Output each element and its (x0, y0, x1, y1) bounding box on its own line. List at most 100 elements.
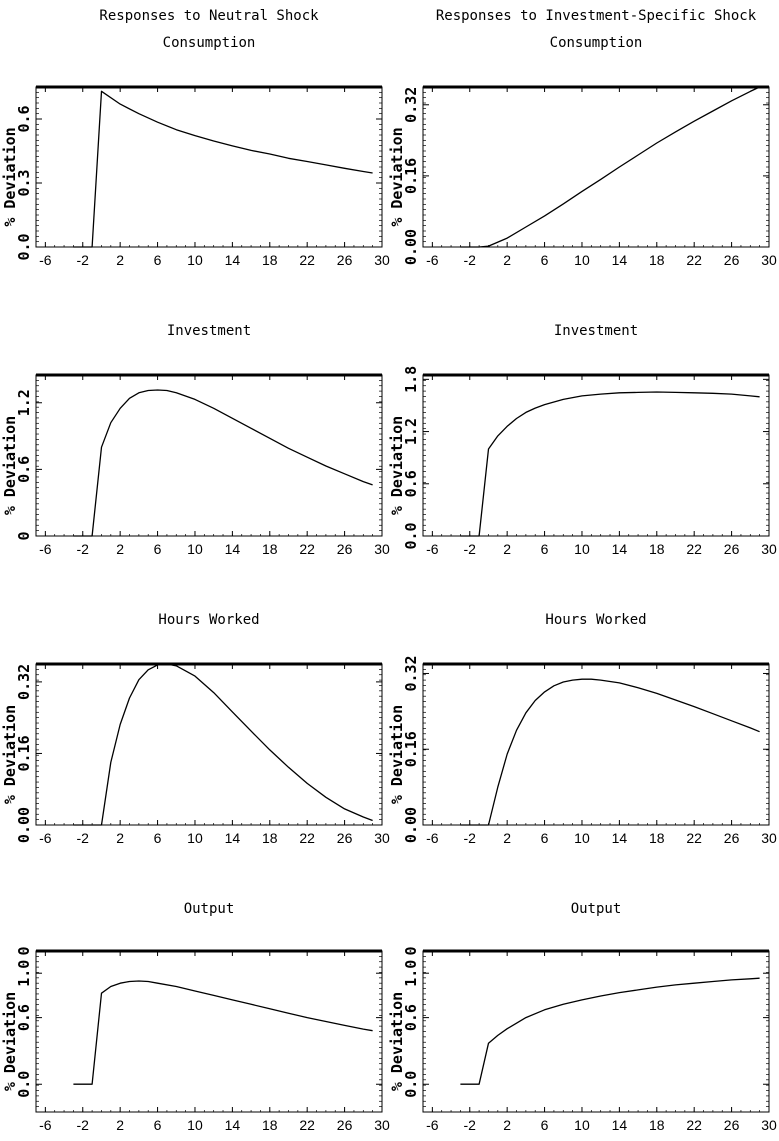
x-tick-label: 26 (337, 1117, 353, 1133)
chart-title: Responses to Neutral Shock (99, 8, 319, 24)
x-tick-label: 30 (374, 541, 390, 557)
x-tick-label: 30 (761, 1117, 777, 1133)
x-tick-label: 10 (574, 252, 590, 268)
x-tick-label: 22 (686, 541, 702, 557)
x-tick-label: 14 (225, 541, 241, 557)
x-tick-label: 26 (724, 830, 740, 846)
x-tick-label: 30 (374, 252, 390, 268)
x-tick-label: 30 (374, 830, 390, 846)
chart-panel-6: Output-6 -2 2 6 10 14 18 22 26 300.00.61.00% Devi… (1, 901, 390, 1133)
x-tick-label: 10 (574, 1117, 590, 1133)
x-tick-label: -2 (77, 1117, 90, 1133)
y-axis-label: % Deviation (1, 992, 19, 1091)
y-tick-label: 0.6 (15, 105, 33, 132)
x-tick-label: 2 (116, 252, 124, 268)
x-tick-label: 18 (262, 541, 278, 557)
chart-subtitle: Investment (167, 323, 251, 339)
y-tick-label: 0.00 (402, 807, 420, 843)
x-tick-label: -6 (426, 830, 439, 846)
x-tick-label: 18 (262, 252, 278, 268)
x-tick-label: -6 (426, 252, 439, 268)
chart-panel-7: Output-6 -2 2 6 10 14 18 22 26 300.00.61.00% Devi… (388, 901, 777, 1133)
x-tick-label: 14 (612, 830, 628, 846)
y-axis-label: % Deviation (1, 127, 19, 226)
y-axis-label: % Deviation (388, 416, 406, 515)
y-tick-label: 0.16 (402, 731, 420, 767)
x-tick-label: 2 (116, 1117, 124, 1133)
y-tick-label: 0.32 (402, 655, 420, 691)
chart-panel-0: Responses to Neutral Shock Consumption -6 -… (1, 8, 390, 268)
x-tick-label: 14 (612, 252, 628, 268)
y-axis-label: % Deviation (1, 416, 19, 515)
x-tick-label: 6 (154, 830, 162, 846)
x-tick-label: 30 (761, 830, 777, 846)
plot-frame (35, 86, 383, 248)
y-tick-label: 1.2 (402, 418, 420, 445)
x-tick-label: 22 (686, 1117, 702, 1133)
x-tick-label: 26 (337, 830, 353, 846)
x-tick-label: -2 (464, 541, 477, 557)
series-line (460, 391, 760, 537)
chart-subtitle: Consumption (550, 35, 643, 51)
x-tick-label: 14 (225, 830, 241, 846)
x-tick-label: 14 (225, 252, 241, 268)
y-axis-label: % Deviation (388, 127, 406, 226)
x-tick-label: -6 (426, 1117, 439, 1133)
chart-subtitle: Hours Worked (545, 612, 646, 628)
x-tick-label: 26 (724, 252, 740, 268)
chart-panel-1: Responses to Investment-Specific Shock Co… (388, 8, 777, 268)
y-tick-label: 1.2 (15, 389, 33, 416)
x-tick-label: 14 (225, 1117, 241, 1133)
x-tick-label: 30 (761, 541, 777, 557)
plot-frame (422, 374, 770, 537)
x-tick-label: -6 (39, 541, 52, 557)
y-tick-label: 0.6 (15, 456, 33, 483)
x-tick-label: 10 (187, 252, 203, 268)
x-tick-label: 26 (337, 252, 353, 268)
x-tick-label: 10 (187, 830, 203, 846)
plot-frame (35, 374, 383, 537)
x-tick-label: 10 (187, 541, 203, 557)
x-tick-label: 6 (154, 541, 162, 557)
x-tick-label: 22 (299, 252, 315, 268)
chart-title: Responses to Investment-Specific Shock (436, 8, 757, 24)
x-tick-label: 10 (574, 830, 590, 846)
x-tick-label: 2 (503, 252, 511, 268)
x-tick-label: 14 (612, 1117, 628, 1133)
y-tick-label: 1.8 (402, 366, 420, 393)
x-tick-label: 18 (649, 1117, 665, 1133)
plot-frame (422, 86, 770, 248)
y-tick-label: 0.6 (15, 1004, 33, 1031)
x-tick-label: -6 (39, 1117, 52, 1133)
x-tick-label: 2 (116, 830, 124, 846)
x-tick-label: 2 (503, 541, 511, 557)
y-tick-label: 0.0 (402, 1071, 420, 1098)
chart-subtitle: Consumption (163, 35, 256, 51)
y-axis-label: % Deviation (1, 705, 19, 804)
x-tick-label: -2 (464, 1117, 477, 1133)
y-axis-label: % Deviation (388, 992, 406, 1091)
y-axis-label: % Deviation (388, 705, 406, 804)
x-tick-label: -6 (39, 830, 52, 846)
chart-subtitle: Investment (554, 323, 638, 339)
x-tick-label: 18 (649, 252, 665, 268)
x-tick-label: 30 (374, 1117, 390, 1133)
plot-frame (422, 950, 770, 1113)
x-tick-label: 2 (503, 1117, 511, 1133)
x-tick-label: -2 (77, 252, 90, 268)
x-tick-label: 6 (541, 1117, 549, 1133)
x-tick-label: 18 (649, 541, 665, 557)
x-tick-label: 2 (116, 541, 124, 557)
x-tick-label: -2 (77, 830, 90, 846)
y-tick-label: 0.32 (402, 87, 420, 123)
chart-panel-4: Hours Worked-6 -2 2 6 10 14 18 22 26 300.000.160.… (1, 612, 390, 846)
x-tick-label: -2 (464, 252, 477, 268)
series-line (460, 678, 760, 826)
x-tick-label: 2 (503, 830, 511, 846)
x-tick-label: -6 (39, 252, 52, 268)
x-tick-label: 22 (686, 830, 702, 846)
plot-frame (422, 663, 770, 826)
x-tick-label: 6 (154, 252, 162, 268)
series-line (73, 980, 373, 1085)
